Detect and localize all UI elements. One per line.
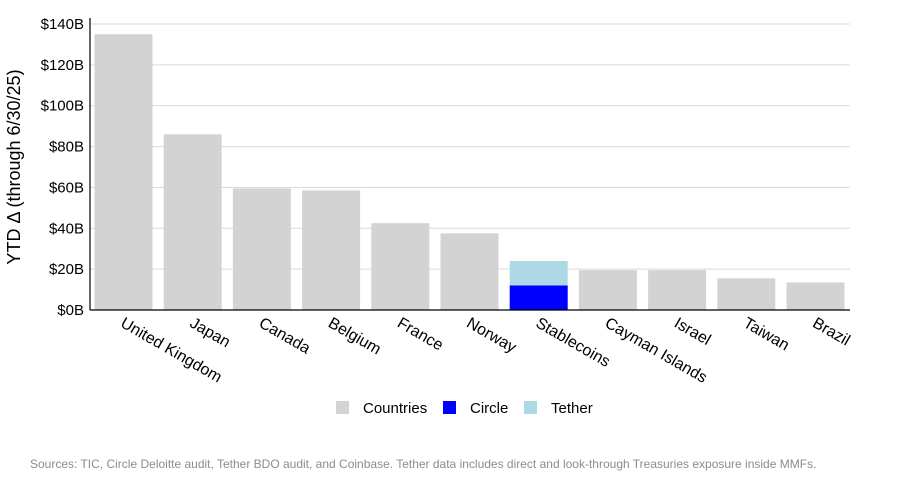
legend-item-circle: Circle [443,400,508,417]
bar-countries [440,233,499,310]
y-tick-label: $20B [49,261,84,278]
y-tick-label: $100B [41,98,84,115]
x-category-label: Brazil [810,315,853,350]
legend-swatch [336,401,349,414]
x-category-label: Belgium [325,315,384,359]
source-note: Sources: TIC, Circle Deloitte audit, Tet… [30,457,817,471]
x-category-label: France [394,315,446,355]
bars [94,34,845,310]
bar-chart: $0B$20B$40B$60B$80B$100B$120B$140B Unite… [4,16,853,417]
bar-countries [786,282,845,310]
bar-countries [371,223,430,310]
bar-countries [578,270,637,310]
bar-countries [302,190,361,310]
bar-countries [94,34,153,310]
x-category-label: Canada [256,315,313,358]
y-tick-label: $0B [57,302,84,319]
bar-circle [509,285,568,310]
bar-countries [717,278,776,310]
y-tick-labels: $0B $20B $40B $60B $80B $100B $120B $140B [41,16,84,319]
y-tick-label: $40B [49,220,84,237]
legend-label: Countries [363,400,427,417]
x-category-label: Taiwan [740,315,792,355]
y-axis-label: YTD Δ (through 6/30/25) [4,69,24,264]
legend-label: Tether [551,400,593,417]
legend-item-countries: Countries [336,400,427,417]
x-category-label: Israel [671,315,713,349]
legend: Countries Circle Tether [336,400,593,417]
y-tick-label: $140B [41,16,84,33]
y-tick-label: $120B [41,57,84,74]
x-category-label: Norway [464,315,519,357]
bar-countries [648,270,707,310]
legend-swatch [524,401,537,414]
bar-tether [509,260,568,286]
axes [89,18,850,311]
x-category-label: Japan [187,315,233,352]
y-tick-label: $80B [49,139,84,156]
legend-label: Circle [470,400,508,417]
y-tick-label: $60B [49,179,84,196]
legend-swatch [443,401,456,414]
x-category-label: Stablecoins [533,315,613,371]
bar-countries [232,188,291,310]
legend-item-tether: Tether [524,400,593,417]
bar-countries [163,134,222,310]
